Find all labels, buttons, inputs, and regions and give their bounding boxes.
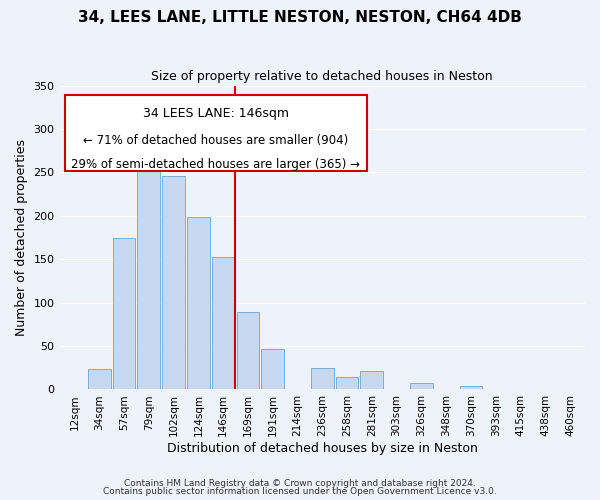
Text: Contains HM Land Registry data © Crown copyright and database right 2024.: Contains HM Land Registry data © Crown c… [124,478,476,488]
Bar [162,176,185,390]
Bar [335,378,358,390]
Bar [261,348,284,390]
Bar [311,368,334,390]
Text: Contains public sector information licensed under the Open Government Licence v3: Contains public sector information licen… [103,487,497,496]
Text: ← 71% of detached houses are smaller (904): ← 71% of detached houses are smaller (90… [83,134,349,147]
Bar [410,382,433,390]
Text: 29% of semi-detached houses are larger (365) →: 29% of semi-detached houses are larger (… [71,158,361,172]
FancyBboxPatch shape [65,94,367,170]
Bar [212,256,235,390]
Text: 34, LEES LANE, LITTLE NESTON, NESTON, CH64 4DB: 34, LEES LANE, LITTLE NESTON, NESTON, CH… [78,10,522,25]
Bar [460,386,482,390]
Bar [113,238,136,390]
Title: Size of property relative to detached houses in Neston: Size of property relative to detached ho… [151,70,493,83]
Bar [236,312,259,390]
Bar [187,216,210,390]
X-axis label: Distribution of detached houses by size in Neston: Distribution of detached houses by size … [167,442,478,455]
Bar [361,371,383,390]
Text: 34 LEES LANE: 146sqm: 34 LEES LANE: 146sqm [143,107,289,120]
Bar [137,155,160,390]
Bar [88,370,110,390]
Y-axis label: Number of detached properties: Number of detached properties [15,139,28,336]
